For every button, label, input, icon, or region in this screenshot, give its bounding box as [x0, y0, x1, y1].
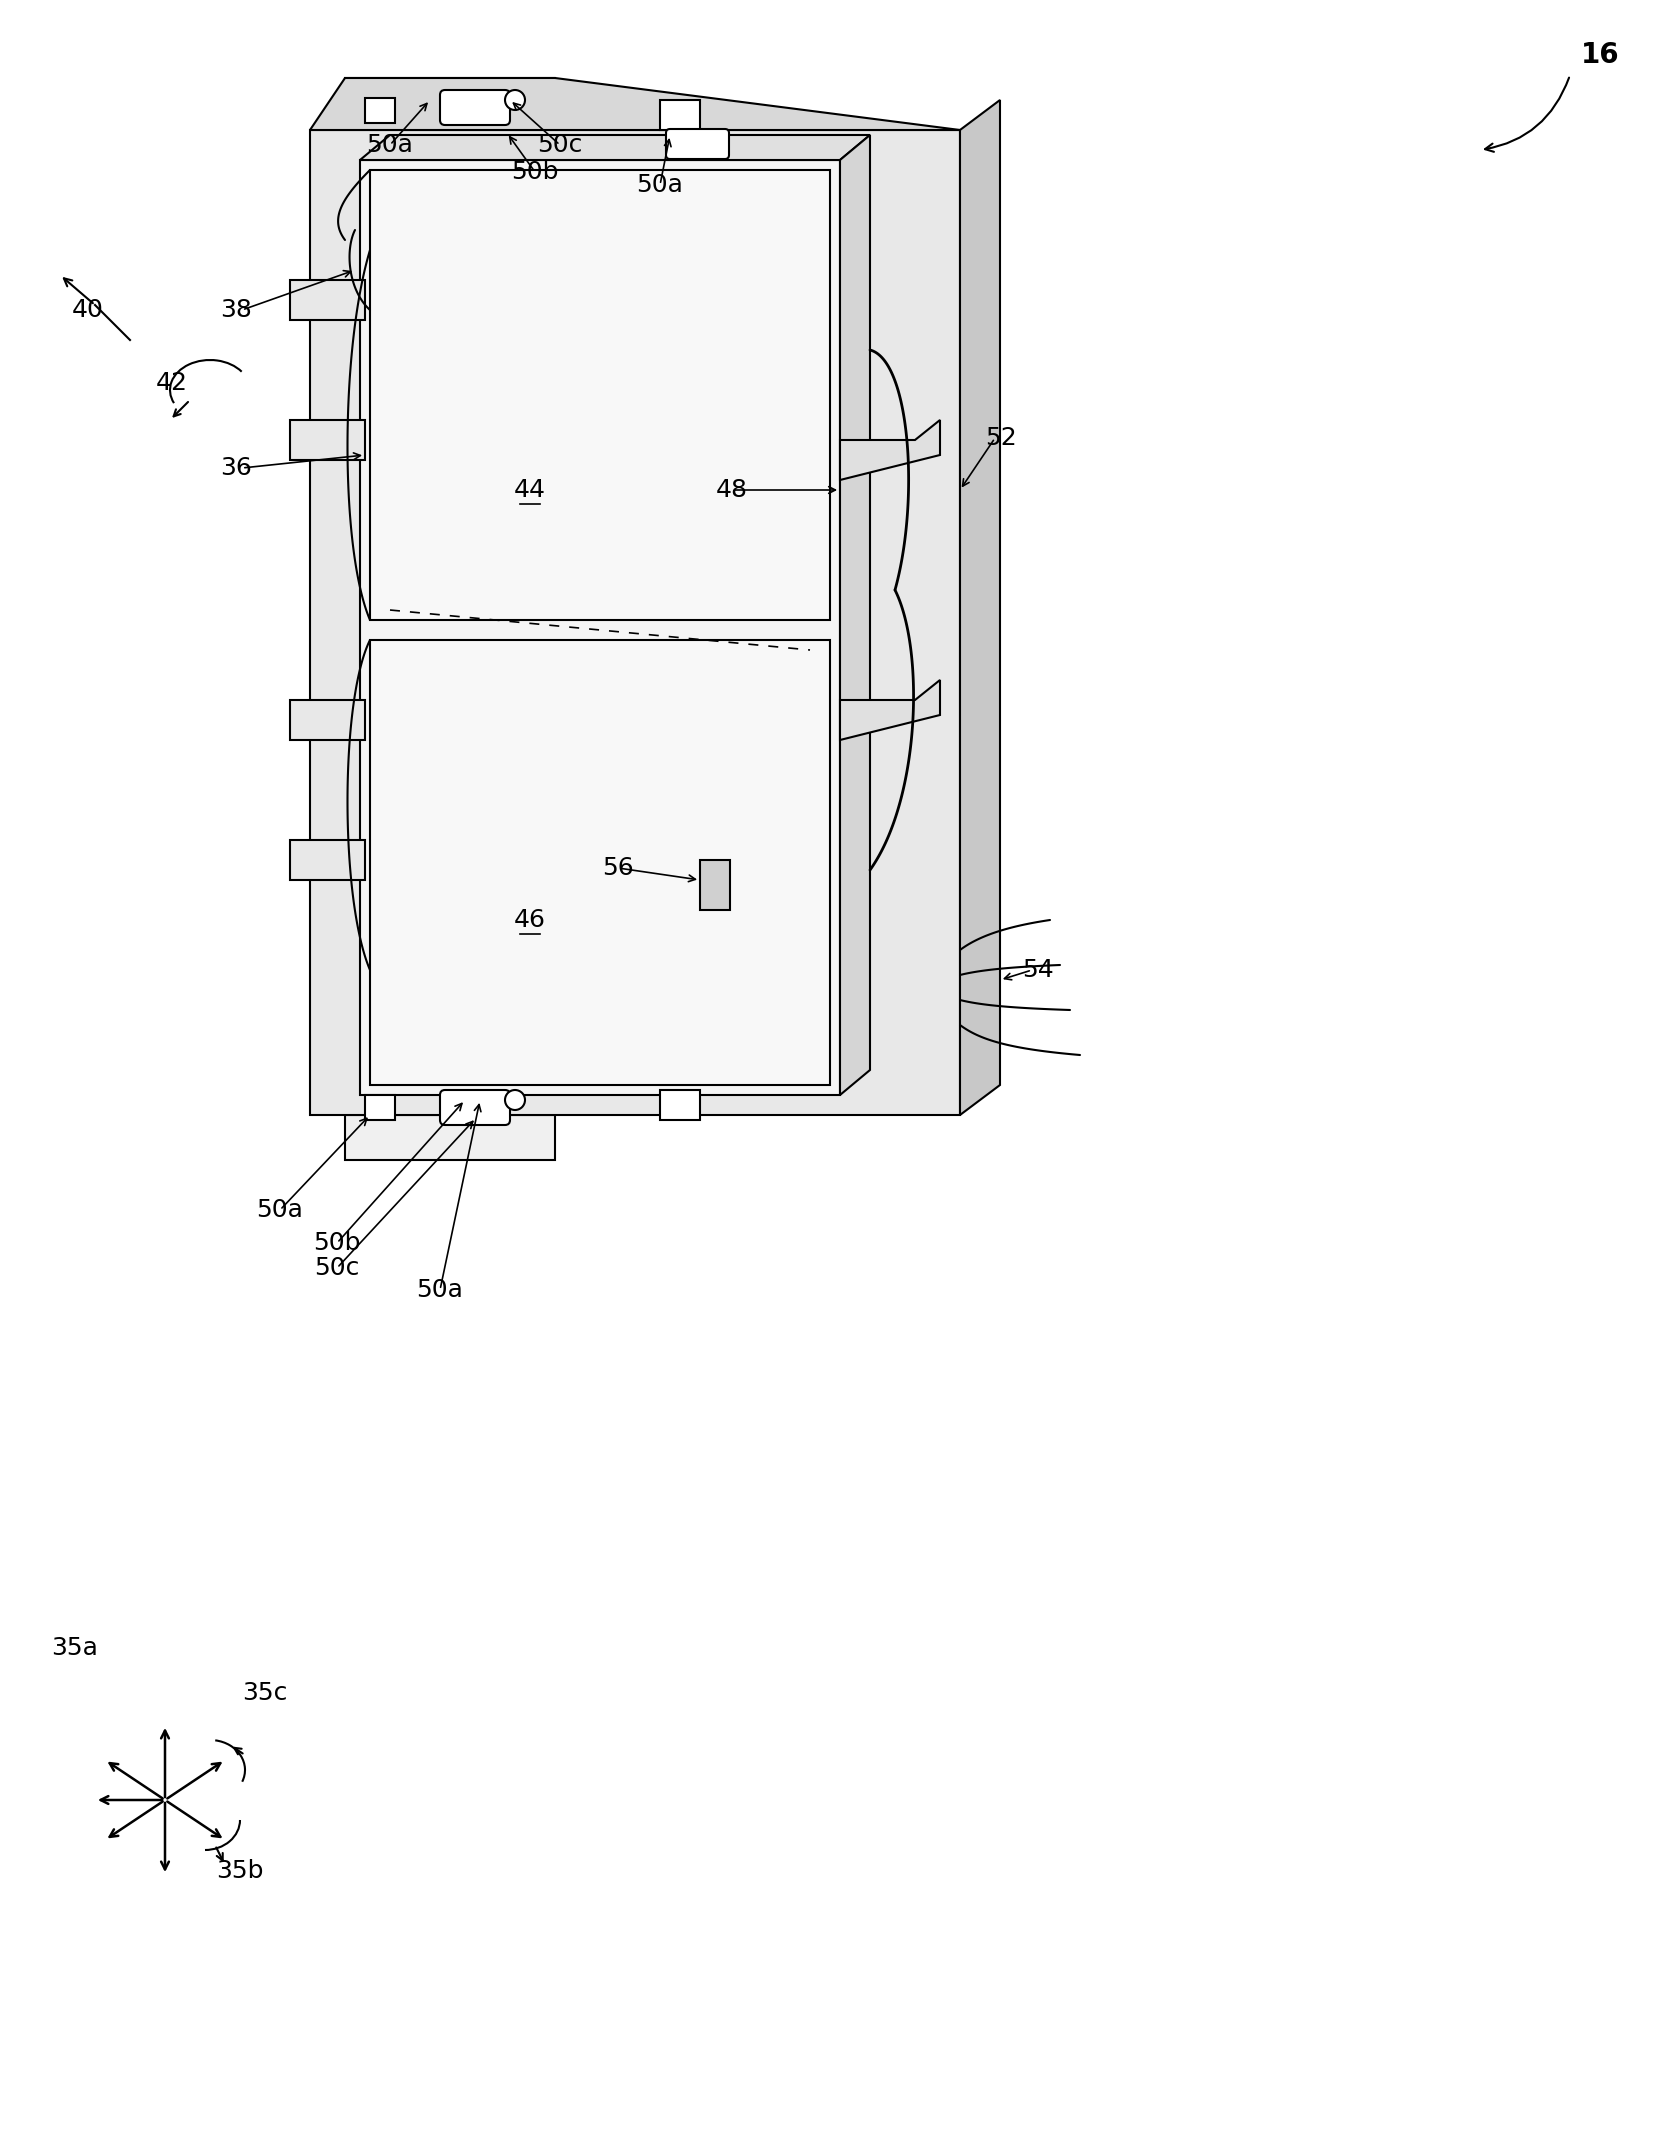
Polygon shape — [289, 419, 364, 460]
Polygon shape — [840, 134, 870, 1094]
Text: 38: 38 — [220, 298, 253, 321]
Text: 44: 44 — [514, 479, 545, 502]
Text: 35c: 35c — [243, 1682, 288, 1705]
FancyArrowPatch shape — [1485, 77, 1570, 151]
Polygon shape — [364, 1094, 396, 1120]
Text: 50b: 50b — [511, 160, 559, 183]
Polygon shape — [359, 134, 870, 160]
Polygon shape — [700, 860, 730, 909]
Text: 36: 36 — [220, 456, 253, 479]
Polygon shape — [289, 281, 364, 319]
Text: 50a: 50a — [637, 172, 683, 198]
Polygon shape — [364, 98, 396, 123]
Polygon shape — [289, 841, 364, 879]
Polygon shape — [289, 700, 364, 741]
Polygon shape — [344, 79, 555, 130]
FancyBboxPatch shape — [441, 89, 511, 126]
Polygon shape — [309, 130, 960, 1116]
Text: 50c: 50c — [537, 132, 582, 158]
Text: 50a: 50a — [416, 1277, 464, 1303]
Polygon shape — [309, 79, 960, 130]
Text: 46: 46 — [514, 907, 545, 933]
Polygon shape — [660, 100, 700, 130]
Polygon shape — [369, 170, 830, 620]
Polygon shape — [369, 641, 830, 1086]
Text: 50c: 50c — [314, 1256, 359, 1280]
Text: 54: 54 — [1023, 958, 1054, 981]
Text: 50a: 50a — [256, 1199, 303, 1222]
Text: 50a: 50a — [366, 132, 414, 158]
Polygon shape — [840, 419, 940, 479]
Text: 42: 42 — [156, 370, 188, 396]
Circle shape — [506, 89, 526, 111]
Text: 50b: 50b — [313, 1231, 361, 1254]
Text: 16: 16 — [1582, 40, 1620, 68]
Polygon shape — [840, 679, 940, 741]
Polygon shape — [344, 1116, 555, 1160]
Circle shape — [506, 1090, 526, 1109]
Text: 40: 40 — [72, 298, 103, 321]
Text: 35b: 35b — [216, 1859, 264, 1882]
Text: 48: 48 — [717, 479, 748, 502]
Text: 52: 52 — [984, 426, 1016, 449]
FancyBboxPatch shape — [665, 130, 728, 160]
Polygon shape — [660, 1090, 700, 1120]
Text: 35a: 35a — [52, 1635, 98, 1661]
Text: 56: 56 — [602, 856, 634, 879]
Polygon shape — [359, 160, 840, 1094]
Polygon shape — [960, 100, 999, 1116]
FancyBboxPatch shape — [441, 1090, 511, 1124]
